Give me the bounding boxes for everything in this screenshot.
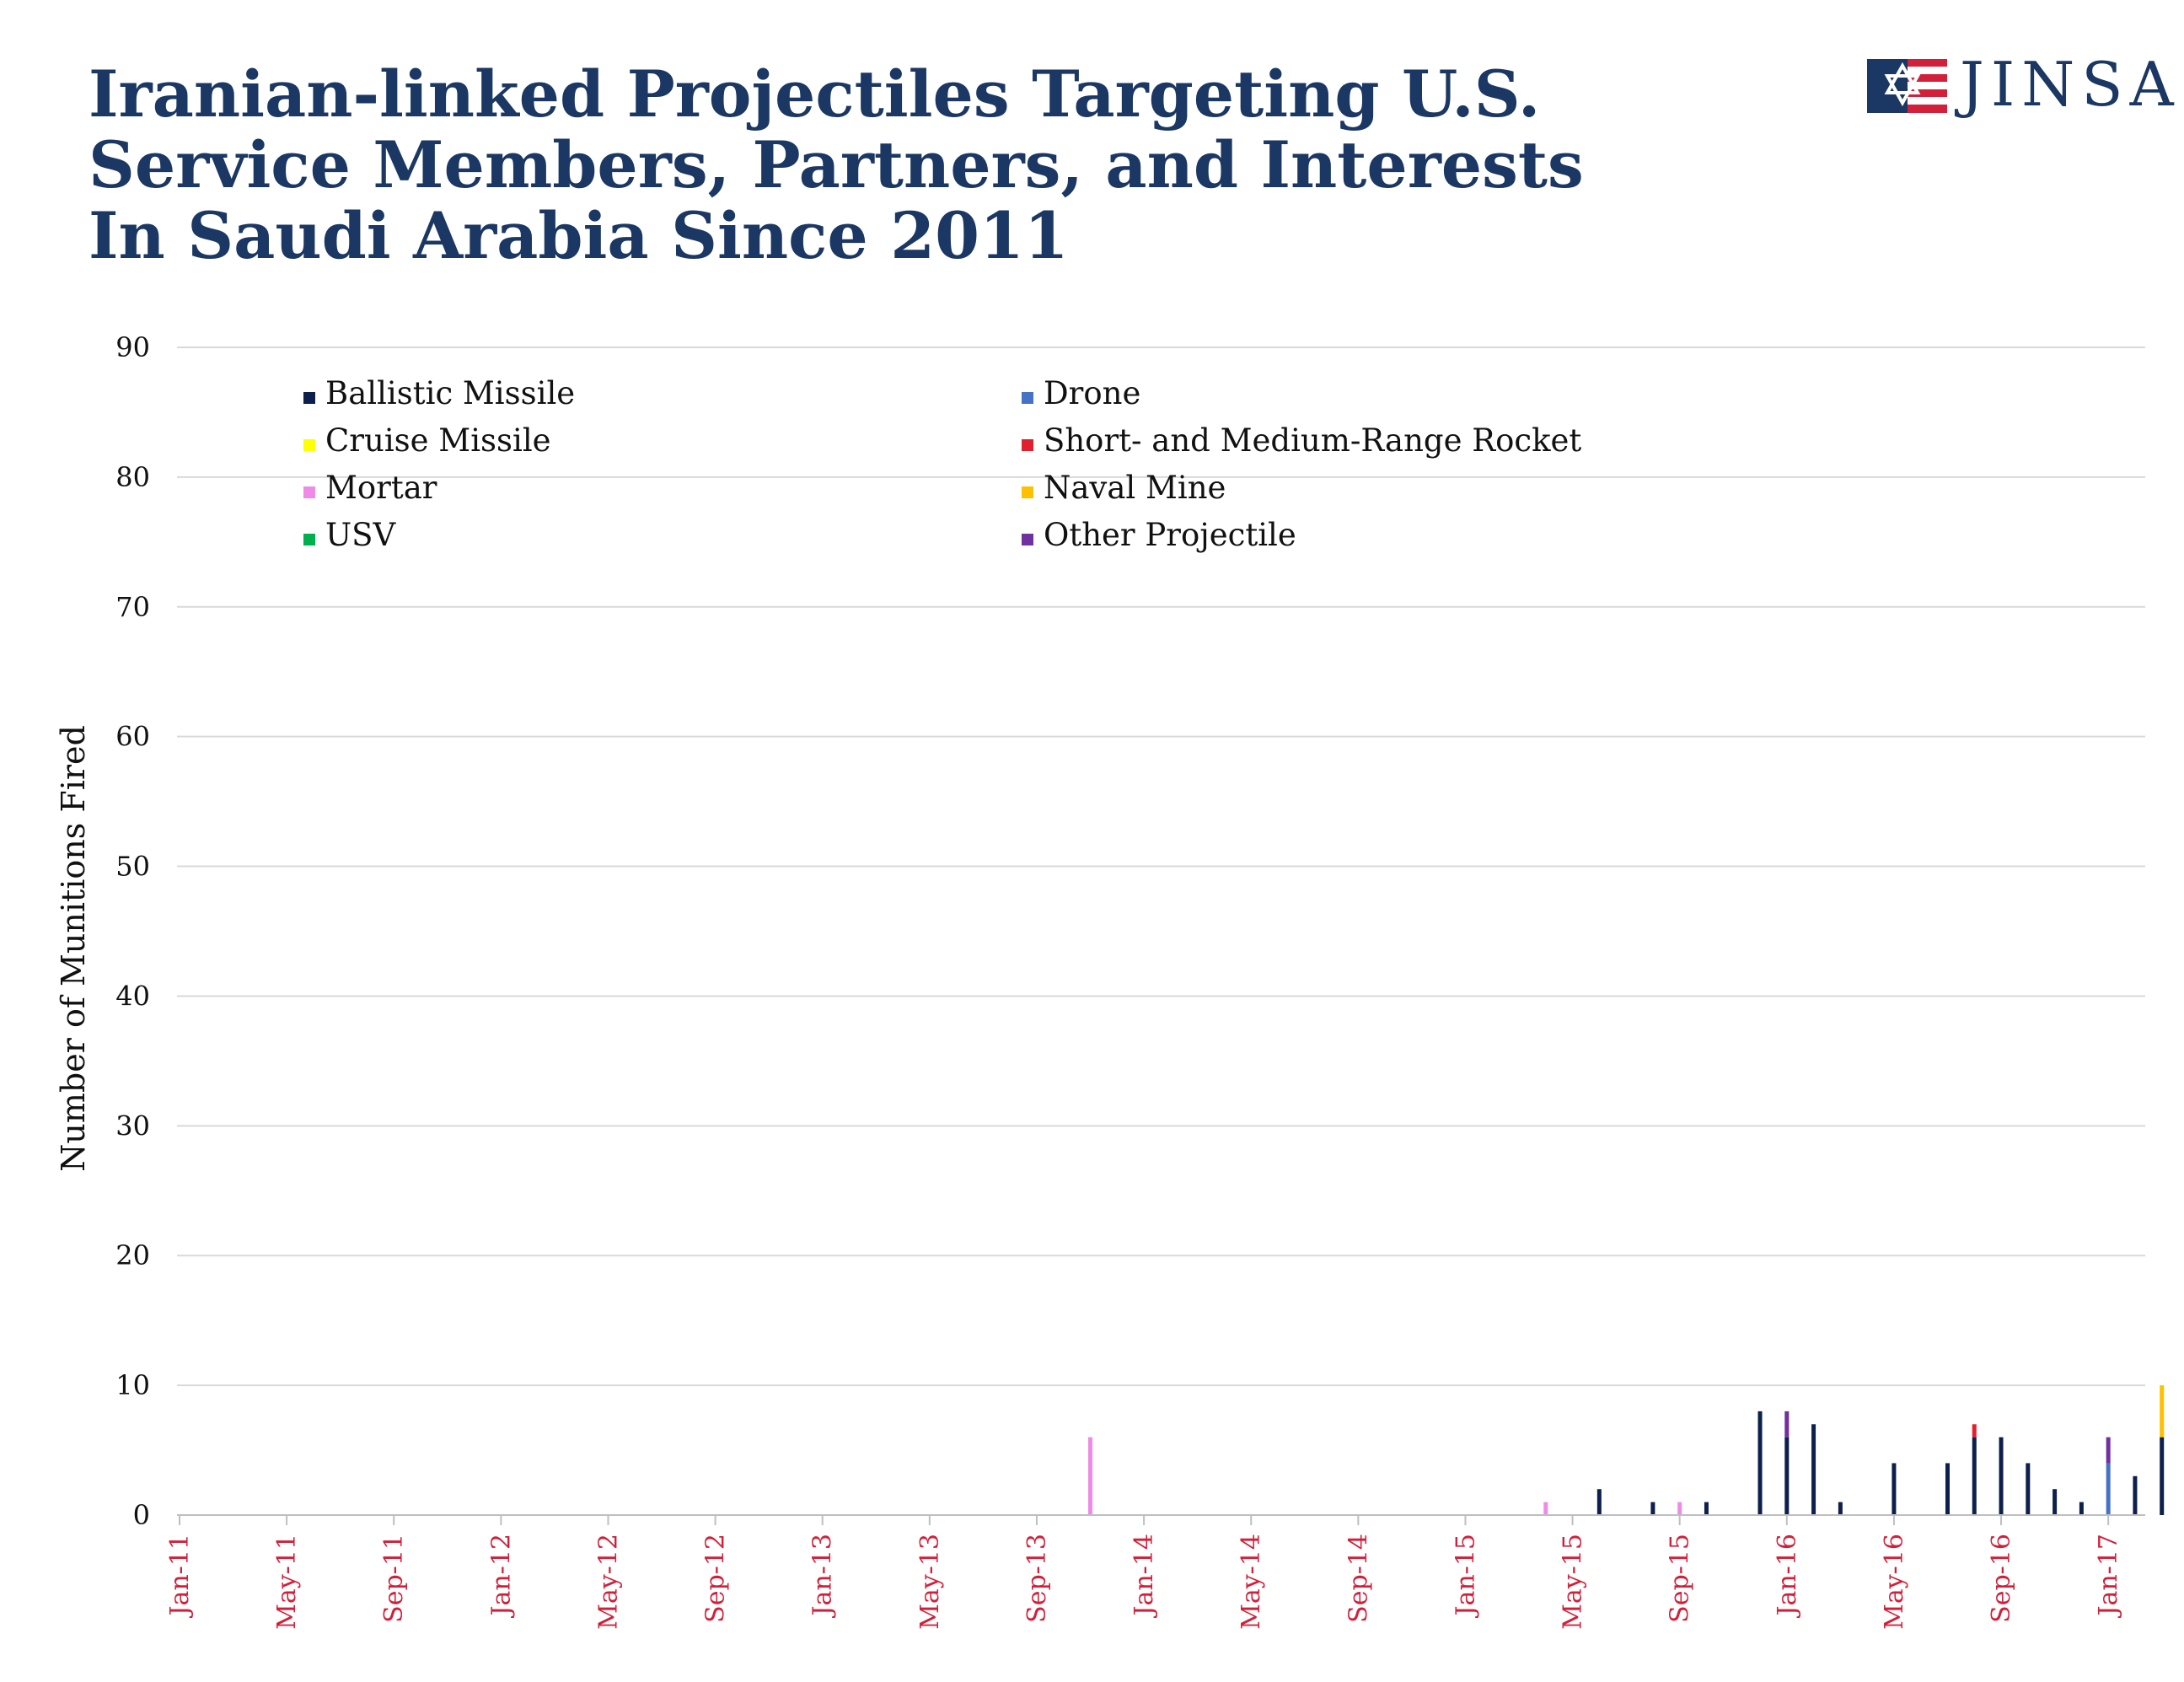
- bar-segment-mortar: [1543, 1502, 1548, 1515]
- x-tick-label: Sep-15: [1666, 1534, 1695, 1623]
- bar-segment-ballistic: [1757, 1411, 1763, 1515]
- y-axis-title: Number of Munitions Fired: [55, 725, 92, 1172]
- x-tick-label: Sep-11: [379, 1534, 409, 1623]
- legend-label: Ballistic Missile: [325, 375, 575, 411]
- bar-segment-mine: [2160, 1385, 2165, 1437]
- legend-label: Mortar: [325, 470, 437, 506]
- y-tick-label: 0: [133, 1499, 150, 1531]
- bar-segment-mortar: [1677, 1502, 1682, 1515]
- bar-segment-ballistic: [1650, 1502, 1655, 1515]
- bar-segment-ballistic: [2026, 1463, 2031, 1515]
- bar-segment-ballistic: [2079, 1502, 2084, 1515]
- x-tick-label: Jan-17: [2094, 1534, 2123, 1619]
- y-tick-label: 30: [115, 1110, 150, 1142]
- x-tick-label: Jan-11: [165, 1534, 195, 1619]
- legend-swatch: [303, 534, 315, 545]
- bar-segment-mortar: [1088, 1437, 1093, 1515]
- x-tick-label: May-11: [272, 1534, 302, 1630]
- chart-title-line-3: In Saudi Arabia Since 2011: [89, 198, 1069, 273]
- y-tick-label: 60: [115, 721, 150, 753]
- x-tick-label: Sep-16: [1987, 1534, 2016, 1623]
- x-tick-label: May-14: [1237, 1534, 1266, 1630]
- x-tick-label: Jan-16: [1773, 1534, 1802, 1619]
- bar-segment-ballistic: [1596, 1489, 1602, 1515]
- legend: Ballistic Missile Drone Cruise Missile Shor…: [303, 375, 1581, 553]
- bar-segment-ballistic: [1704, 1502, 1709, 1515]
- chart-title-line-2: Service Members, Partners, and Interests: [89, 127, 1584, 202]
- legend-swatch: [1022, 439, 1033, 451]
- bar-segment-rocket: [1972, 1424, 1977, 1437]
- x-tick-label: May-16: [1880, 1534, 1909, 1630]
- bars: [1088, 1385, 2165, 1515]
- bar-segment-ballistic: [2053, 1489, 2058, 1515]
- x-tick-label: May-15: [1559, 1534, 1588, 1630]
- x-tick-label: Jan-14: [1130, 1534, 1159, 1619]
- chart-title-line-1: Iranian-linked Projectiles Targeting U.S…: [89, 56, 1541, 132]
- bar-segment-ballistic: [1999, 1437, 2004, 1515]
- bar-segment-ballistic: [1972, 1437, 1977, 1515]
- x-tick-label: Sep-14: [1344, 1534, 1373, 1623]
- legend-label: Other Projectile: [1044, 517, 1296, 553]
- legend-swatch: [1022, 486, 1033, 498]
- jinsa-logo-icon: [1867, 59, 1947, 113]
- x-tick-label: Jan-15: [1451, 1534, 1480, 1619]
- x-tick-label: May-12: [593, 1534, 623, 1630]
- legend-swatch: [303, 439, 315, 451]
- bar-segment-ballistic: [1811, 1424, 1816, 1515]
- x-tick-label: Jan-12: [486, 1534, 516, 1619]
- x-tick-label: May-13: [915, 1534, 945, 1630]
- legend-label: Cruise Missile: [325, 422, 551, 459]
- y-tick-label: 90: [115, 331, 150, 363]
- y-tick-label: 50: [115, 851, 150, 883]
- legend-label: Naval Mine: [1044, 470, 1226, 506]
- logo-text: JINSA: [1960, 49, 2181, 120]
- y-tick-label: 80: [115, 461, 150, 493]
- chart-title: Iranian-linked Projectiles Targeting U.S…: [89, 59, 1690, 271]
- y-tick-label: 10: [115, 1369, 150, 1401]
- legend-swatch: [303, 392, 315, 404]
- bar-segment-ballistic: [2160, 1437, 2165, 1515]
- legend-label: Drone: [1044, 375, 1140, 411]
- legend-label: Short- and Medium-Range Rocket: [1044, 422, 1581, 459]
- y-tick-label: 40: [115, 980, 150, 1012]
- y-tick-label: 70: [115, 591, 150, 623]
- bar-segment-ballistic: [1784, 1437, 1790, 1515]
- legend-swatch: [1022, 534, 1033, 545]
- y-axis: 0 10 20 30 40 50 60 70 80 90: [115, 331, 150, 1531]
- bar-segment-ballistic: [1892, 1463, 1897, 1515]
- bar-segment-other: [2106, 1437, 2111, 1464]
- bar-segment-drone: [2106, 1463, 2111, 1515]
- bar-segment-ballistic: [2133, 1475, 2138, 1515]
- grid-lines: [177, 347, 2145, 1387]
- x-tick-label: Sep-12: [701, 1534, 731, 1623]
- x-tick-label: Sep-13: [1022, 1534, 1052, 1623]
- legend-swatch: [303, 486, 315, 498]
- bar-segment-ballistic: [1945, 1463, 1950, 1515]
- bar-segment-ballistic: [1838, 1502, 1843, 1515]
- x-axis: Jan-11 May-11 Sep-11 Jan-12 May-12 Sep-12 Jan-…: [165, 1514, 2145, 1630]
- y-tick-label: 20: [115, 1239, 150, 1271]
- legend-swatch: [1022, 392, 1033, 404]
- x-tick-label: Jan-13: [808, 1534, 838, 1619]
- legend-label: USV: [325, 517, 397, 553]
- bar-segment-other: [1784, 1411, 1790, 1437]
